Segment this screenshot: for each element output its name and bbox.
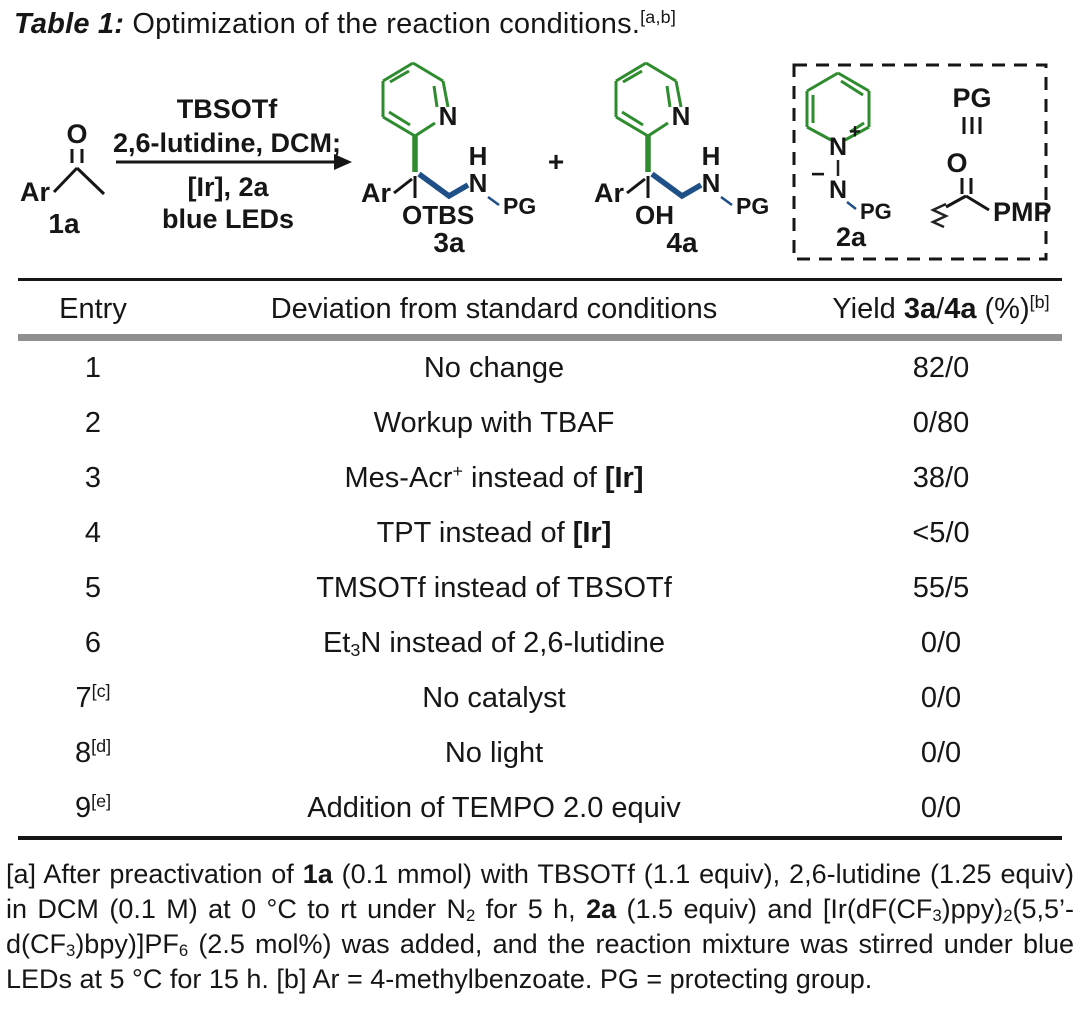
entry-cell: 1 [84,352,102,384]
pg-label: PG [503,193,536,219]
table-top-rule [18,278,1062,281]
ar-label: Ar [594,178,624,208]
reagent-2a-structure: N + − N PG 2a [805,71,892,252]
pg-def-label: PG [952,83,991,113]
pg-label: PG [860,199,892,224]
pg-label: PG [736,193,769,219]
reaction-scheme: Ar O 1a TBSOTf 2,6-lutidine, DCM; [Ir], … [20,61,1052,261]
deviation-cell: Addition of TEMPO 2.0 equiv [307,792,681,824]
deviation-cell: No light [444,737,544,769]
pyridine-n-label: N [672,101,691,131]
deviation-cell: Mes-Acr+ instead of [Ir] [344,461,644,494]
pyridinium-n-label: N [829,133,847,161]
entry-cell: 3 [84,462,102,494]
product-3a-structure: N Ar OTBS H N PG 3a [361,61,536,258]
yield-cell: 0/0 [920,792,962,824]
table-row: 7[c] No catalyst 0/0 [18,671,1062,726]
deviation-cell: TPT instead of [Ir] [376,517,612,549]
header-divider-rule [18,334,1062,341]
table-bottom-rule [18,836,1062,840]
nh-h-label: H [702,141,721,171]
table-row: 5 TMSOTf instead of TBSOTf 55/5 [18,561,1062,616]
deviation-cell: Workup with TBAF [373,407,615,439]
otbs-label: OTBS [402,200,474,230]
dashed-box [792,63,1048,261]
table-row: 3 Mes-Acr+ instead of [Ir] 38/0 [18,451,1062,506]
table-row: 6 Et3N instead of 2,6-lutidine 0/0 [18,616,1062,671]
reactant-1a-structure: Ar O 1a [20,119,106,239]
plus-sign: + [548,146,564,177]
yield-cell: 0/80 [912,407,970,439]
condition-line2: 2,6-lutidine, DCM; [113,128,341,158]
table-header-row: Entry Deviation from standard conditions… [18,284,1062,334]
nh-n-label: N [702,168,721,198]
table-body: 1 No change 82/0 2 Workup with TBAF 0/80… [18,341,1062,836]
header-yield: Yield 3a/4a (%)[b] [832,291,1050,325]
entry-cell: 4 [84,517,102,549]
attachment-squiggle [929,202,949,229]
amide-n-label: N [829,176,847,204]
entry-cell: 5 [84,572,102,604]
nh-h-label: H [469,141,488,171]
pmp-label: PMP [993,197,1052,227]
reaction-arrow: TBSOTf 2,6-lutidine, DCM; [Ir], 2a blue … [113,94,352,234]
pyridine-n-label: N [439,101,458,131]
yield-cell: 0/0 [920,737,962,769]
yield-cell: <5/0 [912,517,970,549]
table-title: Table 1: Optimization of the reaction co… [14,7,677,40]
condition-line3: [Ir], 2a [187,172,269,202]
yield-cell: 38/0 [912,462,970,494]
table-row: 9[e] Addition of TEMPO 2.0 equiv 0/0 [18,781,1062,836]
deviation-cell: TMSOTf instead of TBSOTf [316,572,672,604]
arrowhead-icon [334,154,352,170]
table-footnote: [a] After preactivation of 1a (0.1 mmol)… [6,859,1075,994]
oh-label: OH [635,200,674,230]
compound-3a-label: 3a [433,227,465,258]
deviation-cell: No change [423,352,565,384]
table-row: 4 TPT instead of [Ir] <5/0 [18,506,1062,561]
entry-cell: 2 [84,407,102,439]
condition-line1: TBSOTf [177,94,278,124]
yield-cell: 82/0 [912,352,970,384]
minus-charge: − [811,161,825,188]
compound-2a-label: 2a [836,222,867,252]
entry-cell: 9[e] [74,791,112,824]
pg-definition: PG O PMP [929,83,1052,229]
nh-n-label: N [469,168,488,198]
condition-line4: blue LEDs [162,204,294,234]
entry-cell: 8[d] [74,736,112,769]
table-row: 1 No change 82/0 [18,341,1062,396]
carbonyl-o-label: O [66,119,87,149]
compound-4a-label: 4a [666,227,698,258]
ar-label: Ar [20,177,50,207]
entry-cell: 6 [84,627,102,659]
table-row: 8[d] No light 0/0 [18,726,1062,781]
table-row: 2 Workup with TBAF 0/80 [18,396,1062,451]
deviation-cell: No catalyst [422,682,566,714]
plus-charge: + [849,121,861,143]
compound-1a-label: 1a [48,208,80,239]
entry-cell: 7[c] [75,681,111,714]
yield-cell: 0/0 [920,627,962,659]
ar-label: Ar [361,178,391,208]
header-entry: Entry [59,292,127,325]
product-4a-structure: N Ar OH H N PG 4a [594,61,769,258]
acyl-o-label: O [946,148,967,178]
header-deviation: Deviation from standard conditions [270,292,718,325]
yield-cell: 0/0 [920,682,962,714]
deviation-cell: Et3N instead of 2,6-lutidine [322,627,666,660]
yield-cell: 55/5 [912,572,970,604]
